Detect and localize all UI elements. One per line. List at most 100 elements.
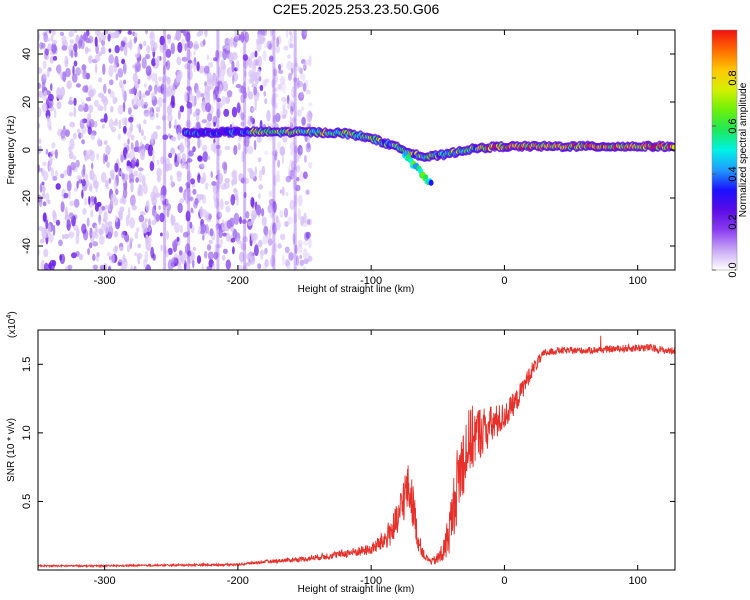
spectrogram-noise-speckle [306, 111, 310, 123]
spectrogram-noise-speckle [162, 76, 165, 85]
spectrogram-noise-speckle [289, 115, 293, 127]
spectrogram-noise-speckle [215, 224, 219, 232]
spectrogram-noise-speckle [261, 216, 267, 227]
spectrogram-noise-speckle [73, 30, 78, 34]
spectrogram-noise-speckle [73, 198, 80, 208]
spectrogram-noise-speckle [235, 84, 241, 88]
spectrogram-noise-speckle [144, 90, 151, 96]
spectrogram-noise-speckle [280, 62, 284, 68]
spectrogram-noise-speckle [130, 264, 133, 270]
spectrogram-noise-speckle [257, 239, 263, 248]
spectrogram-noise-speckle [174, 222, 180, 234]
spectrogram-noise-speckle [216, 86, 220, 95]
spectrogram-noise-speckle [121, 90, 125, 98]
spectrogram-noise-speckle [298, 258, 301, 267]
spectrogram-noise-speckle [106, 161, 110, 168]
spectrogram-noise-speckle [158, 96, 163, 108]
spectrogram-noise-speckle [163, 64, 166, 76]
spectrogram-noise-speckle [290, 101, 295, 112]
spectrogram-noise-speckle [201, 119, 208, 124]
spectrogram-noise-speckle [135, 177, 139, 183]
spectrogram-noise-speckle [247, 55, 251, 67]
spectrogram-noise-speckle [132, 72, 138, 83]
spectrogram-noise-speckle [266, 109, 271, 122]
spectrogram-noise-speckle [177, 42, 183, 53]
spectrogram-noise-speckle [86, 154, 90, 160]
spectrogram-noise-speckle [138, 183, 142, 194]
spectrogram-noise-speckle [95, 185, 98, 193]
spectrogram-noise-speckle [269, 259, 274, 267]
spectrogram-noise-speckle [281, 254, 285, 266]
spectrogram-noise-speckle [81, 139, 85, 145]
spectrogram-noise-speckle [133, 37, 137, 44]
spectrogram-noise-speckle [40, 259, 45, 270]
spectrogram-noise-speckle [61, 35, 67, 46]
spectrogram-noise-speckle [103, 140, 108, 145]
spectrogram-vertical-streak [293, 30, 297, 270]
spectrogram-noise-speckle [63, 192, 69, 199]
spectrogram-noise-speckle [105, 180, 108, 188]
spectrogram-noise-speckle [211, 181, 217, 186]
spectrogram-noise-speckle [269, 206, 274, 219]
spectrogram-noise-speckle [301, 106, 305, 111]
spectrogram-noise-speckle [218, 83, 222, 95]
spectrogram-noise-speckle [250, 52, 256, 59]
spectrogram-noise-speckle [100, 46, 106, 55]
spectrogram-noise-speckle [63, 125, 66, 131]
spectrogram-noise-speckle [213, 93, 216, 104]
spectrogram-noise-speckle [68, 231, 75, 239]
spectrogram-noise-speckle [177, 152, 181, 162]
spectrogram-noise-speckle [114, 45, 120, 54]
spectrogram-noise-speckle [244, 69, 247, 78]
spectrogram-noise-speckle [97, 138, 101, 147]
spectrogram-noise-speckle [294, 244, 298, 254]
spectrogram-noise-speckle [88, 118, 95, 128]
spectrogram-noise-speckle [241, 151, 245, 163]
spectrogram-noise-speckle [104, 226, 109, 235]
spectrogram-noise-speckle [254, 166, 257, 177]
spectrogram-noise-speckle [247, 221, 253, 227]
spectrogram-noise-speckle [236, 238, 241, 244]
spectrogram-noise-speckle [42, 201, 47, 207]
spectrogram-noise-speckle [63, 233, 70, 240]
spectrogram-noise-speckle [45, 37, 51, 42]
spectrogram-noise-speckle [283, 109, 288, 116]
spectrogram-noise-speckle [134, 231, 139, 239]
spectrogram-noise-speckle [170, 215, 176, 227]
spectrogram-noise-speckle [256, 41, 262, 52]
spectrogram-noise-speckle [231, 51, 238, 61]
spectrogram-noise-speckle [298, 171, 305, 183]
spectrogram-noise-speckle [130, 87, 137, 95]
spectrogram-noise-speckle [112, 120, 119, 126]
spectrogram-noise-speckle [136, 227, 140, 233]
spectrogram-noise-speckle [69, 39, 74, 44]
spectrogram-noise-speckle [101, 95, 107, 103]
spectrogram-noise-speckle [191, 95, 196, 108]
spectrogram-noise-speckle [73, 187, 79, 192]
spectrogram-noise-speckle [54, 149, 59, 159]
spectrogram-noise-speckle [160, 244, 163, 252]
spectrogram-noise-speckle [297, 194, 303, 207]
spectrogram-vertical-streak [216, 30, 220, 270]
spectrogram-noise-speckle [64, 215, 70, 221]
spectrogram-noise-speckle [39, 183, 43, 194]
spectrogram-noise-speckle [145, 30, 148, 35]
spectrogram-noise-speckle [43, 73, 47, 79]
spectrogram-noise-speckle [269, 226, 272, 236]
spectrogram-noise-speckle [288, 165, 291, 178]
spectrogram-noise-speckle [75, 34, 80, 42]
spectrogram-noise-speckle [244, 31, 249, 43]
spectrogram-noise-speckle [274, 75, 278, 86]
spectrogram-noise-speckle [154, 72, 158, 83]
spectrogram-noise-speckle [306, 219, 311, 225]
spectrogram-noise-speckle [275, 112, 281, 123]
spectrogram-noise-speckle [127, 107, 132, 115]
spectrogram-noise-speckle [41, 168, 45, 177]
spectrogram-noise-speckle [166, 34, 171, 40]
spectrogram-noise-speckle [218, 102, 223, 109]
spectrogram-noise-speckle [206, 96, 211, 103]
spectrogram-noise-speckle [177, 109, 181, 120]
spectrogram-noise-speckle [148, 85, 153, 92]
spectrogram-noise-speckle [136, 123, 140, 129]
spectrogram-noise-speckle [305, 80, 309, 87]
